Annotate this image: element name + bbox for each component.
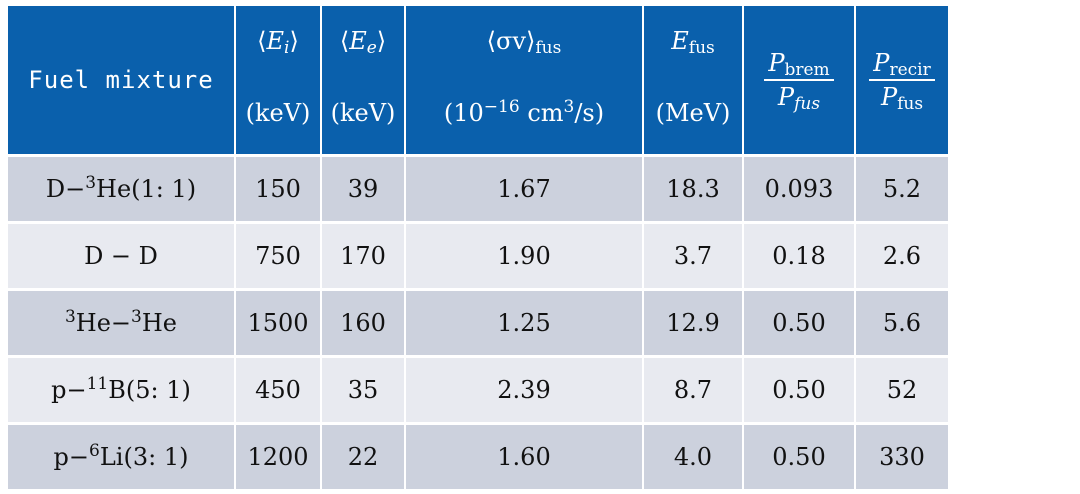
fuel-cell: p−11B(5: 1) xyxy=(8,355,236,422)
electron-energy-cell: 22 xyxy=(322,422,406,489)
ion-energy-cell: 750 xyxy=(236,221,322,288)
fuel-cell: p−6Li(3: 1) xyxy=(8,422,236,489)
table-row: D−3He(1: 1) 150 39 1.67 18.3 0.093 5.2 xyxy=(8,154,948,221)
recirculating-ratio-cell: 5.6 xyxy=(856,288,948,355)
ion-energy-cell: 450 xyxy=(236,355,322,422)
fuel-cell: 3He−3He xyxy=(8,288,236,355)
fusion-fuel-table: Fuel mixture ⟨Ei⟩ (keV) ⟨Ee⟩ (keV) ⟨σv⟩f… xyxy=(8,6,948,489)
reactivity-cell: 1.25 xyxy=(406,288,644,355)
brem-ratio-cell: 0.50 xyxy=(744,288,856,355)
header-brem-ratio: Pbrem Pfus xyxy=(744,6,856,154)
header-reactivity: ⟨σv⟩fus (10−16 cm3/s) xyxy=(406,6,644,154)
header-row: Fuel mixture ⟨Ei⟩ (keV) ⟨Ee⟩ (keV) ⟨σv⟩f… xyxy=(8,6,948,154)
header-ion-energy: ⟨Ei⟩ (keV) xyxy=(236,6,322,154)
ion-energy-cell: 1200 xyxy=(236,422,322,489)
reactivity-cell: 1.90 xyxy=(406,221,644,288)
electron-energy-cell: 170 xyxy=(322,221,406,288)
reactivity-cell: 1.67 xyxy=(406,154,644,221)
recirculating-ratio-cell: 2.6 xyxy=(856,221,948,288)
fuel-cell: D−3He(1: 1) xyxy=(8,154,236,221)
header-electron-energy: ⟨Ee⟩ (keV) xyxy=(322,6,406,154)
fusion-energy-cell: 18.3 xyxy=(644,154,744,221)
reactivity-cell: 1.60 xyxy=(406,422,644,489)
table-row: p−11B(5: 1) 450 35 2.39 8.7 0.50 52 xyxy=(8,355,948,422)
recirculating-ratio-cell: 330 xyxy=(856,422,948,489)
reactivity-cell: 2.39 xyxy=(406,355,644,422)
brem-ratio-cell: 0.093 xyxy=(744,154,856,221)
fusion-energy-cell: 12.9 xyxy=(644,288,744,355)
fusion-energy-cell: 4.0 xyxy=(644,422,744,489)
fusion-energy-cell: 8.7 xyxy=(644,355,744,422)
brem-ratio-cell: 0.50 xyxy=(744,355,856,422)
header-fusion-energy: Efus (MeV) xyxy=(644,6,744,154)
fusion-energy-cell: 3.7 xyxy=(644,221,744,288)
electron-energy-cell: 39 xyxy=(322,154,406,221)
brem-ratio-cell: 0.50 xyxy=(744,422,856,489)
recirculating-ratio-cell: 5.2 xyxy=(856,154,948,221)
table-row: 3He−3He 1500 160 1.25 12.9 0.50 5.6 xyxy=(8,288,948,355)
brem-ratio-cell: 0.18 xyxy=(744,221,856,288)
electron-energy-cell: 35 xyxy=(322,355,406,422)
header-fuel-mixture: Fuel mixture xyxy=(8,6,236,154)
ion-energy-cell: 150 xyxy=(236,154,322,221)
table-row: p−6Li(3: 1) 1200 22 1.60 4.0 0.50 330 xyxy=(8,422,948,489)
electron-energy-cell: 160 xyxy=(322,288,406,355)
table-row: D − D 750 170 1.90 3.7 0.18 2.6 xyxy=(8,221,948,288)
header-recirculating-ratio: Precir Pfus xyxy=(856,6,948,154)
recirculating-ratio-cell: 52 xyxy=(856,355,948,422)
fuel-cell: D − D xyxy=(8,221,236,288)
ion-energy-cell: 1500 xyxy=(236,288,322,355)
